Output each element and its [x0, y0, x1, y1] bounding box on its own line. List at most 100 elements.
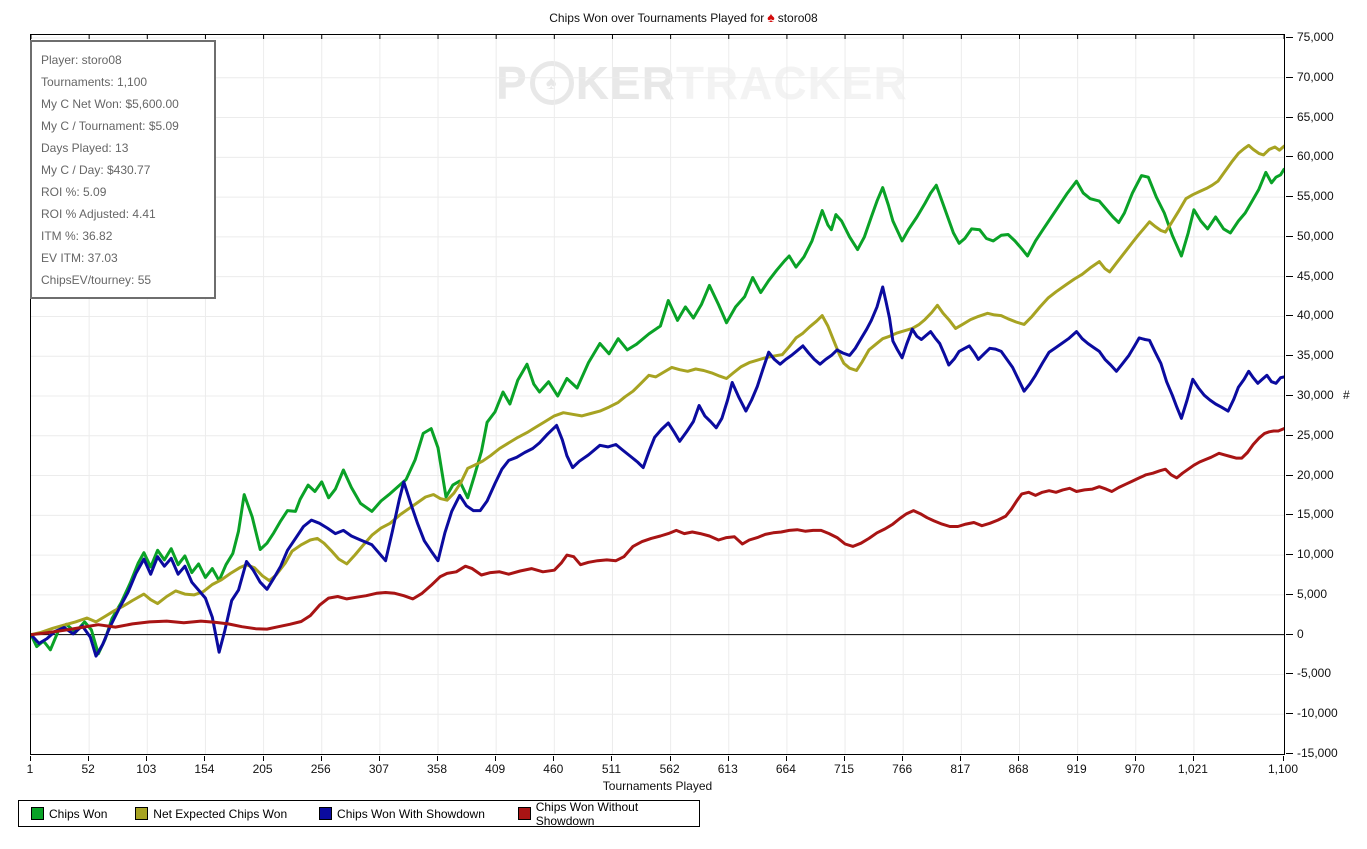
legend-label: Chips Won — [49, 806, 108, 821]
stats-panel: Player: storo08 Tournaments: 1,100 My C … — [30, 40, 216, 299]
x-tick-label: 664 — [775, 762, 796, 776]
y-axis-tick — [1286, 434, 1293, 436]
x-tick-label: 1,021 — [1177, 762, 1208, 776]
x-axis-tick — [669, 756, 671, 761]
y-axis-tick — [1286, 554, 1293, 556]
y-tick-label: 50,000 — [1297, 228, 1334, 243]
y-tick-label: 45,000 — [1297, 268, 1334, 283]
legend-label: Chips Won Without Showdown — [535, 799, 639, 828]
y-tick-label: 55,000 — [1297, 189, 1334, 204]
chart-title-player: storo08 — [777, 11, 818, 25]
x-axis-tick — [1018, 756, 1020, 761]
y-tick-label: 40,000 — [1297, 308, 1334, 323]
legend-item-with-showdown: Chips Won With Showdown — [319, 807, 518, 821]
x-axis-tick — [495, 756, 497, 761]
y-axis-tick — [1286, 593, 1293, 595]
x-axis-tick — [88, 756, 90, 761]
y-axis-tick — [1286, 235, 1293, 237]
series-line-chips-won-without-showdown — [31, 427, 1284, 637]
x-axis-tick — [553, 756, 555, 761]
y-tick-label: 65,000 — [1297, 109, 1334, 124]
x-tick-label: 460 — [543, 762, 564, 776]
y-axis-tick — [1286, 315, 1293, 317]
plot-area: P ♠ KER TRACKER — [30, 34, 1285, 755]
y-axis-tick — [1286, 156, 1293, 158]
poker-chip-icon: ♠ — [529, 61, 574, 105]
x-axis-tick — [1192, 756, 1194, 761]
y-tick-label: 25,000 — [1297, 427, 1334, 442]
y-axis-tick — [1286, 76, 1293, 78]
y-axis-tick — [1286, 753, 1293, 754]
x-axis-title: Tournaments Played — [602, 779, 713, 793]
y-tick-label: 15,000 — [1297, 507, 1334, 522]
stat-tournaments: Tournaments: 1,100 — [41, 75, 148, 89]
x-axis-tick — [611, 756, 613, 761]
x-tick-label: 52 — [81, 762, 95, 776]
y-axis-tick — [1286, 355, 1293, 357]
y-tick-label: 35,000 — [1297, 348, 1334, 363]
watermark-text-p: P — [496, 57, 528, 109]
series-line-chips-won — [31, 167, 1284, 656]
x-axis-tick — [320, 756, 322, 761]
legend-box: Chips Won Net Expected Chips Won Chips W… — [18, 799, 700, 828]
x-tick-label: 154 — [194, 762, 215, 776]
stat-roi-adjusted: ROI % Adjusted: 4.41 — [41, 207, 156, 221]
legend-item-net-expected: Net Expected Chips Won — [135, 807, 319, 821]
x-axis-tick — [1283, 756, 1284, 761]
y-tick-label: 5,000 — [1297, 586, 1328, 601]
y-axis-tick — [1286, 116, 1293, 118]
x-axis-tick — [437, 756, 439, 761]
y-tick-label: -10,000 — [1297, 706, 1338, 721]
watermark-text-ker: KER — [575, 57, 676, 109]
watermark-text-tracker: TRACKER — [675, 57, 908, 109]
y-axis-tick — [1286, 673, 1293, 675]
y-axis-tick — [1286, 395, 1293, 396]
x-tick-label: 613 — [717, 762, 738, 776]
legend-item-chips-won: Chips Won — [31, 807, 135, 821]
x-axis-tick — [1076, 756, 1078, 761]
legend-swatch-net-expected — [135, 807, 149, 820]
legend-item-without-showdown: Chips Won Without Showdown — [517, 799, 699, 828]
y-tick-label: -15,000 — [1297, 746, 1338, 760]
y-tick-label: 60,000 — [1297, 149, 1334, 164]
stat-per-tournament: My C / Tournament: $5.09 — [41, 119, 179, 133]
legend-label: Net Expected Chips Won — [153, 806, 288, 821]
x-tick-label: 715 — [834, 762, 855, 776]
x-axis-tick — [902, 756, 904, 761]
x-axis-tick — [378, 756, 380, 761]
legend-swatch-chips-won — [31, 807, 44, 820]
y-tick-label: 30,000 — [1297, 388, 1334, 402]
x-axis-tick — [30, 756, 31, 761]
y-tick-label: 20,000 — [1297, 467, 1334, 482]
y-axis-tick — [1286, 37, 1293, 38]
x-axis-tick — [1134, 756, 1136, 761]
y-tick-label: 75,000 — [1297, 30, 1334, 44]
legend-label: Chips Won With Showdown — [337, 806, 485, 821]
x-axis-tick — [204, 756, 206, 761]
x-tick-label: 205 — [252, 762, 273, 776]
x-tick-label: 103 — [136, 762, 157, 776]
y-axis-title: # — [1343, 388, 1350, 402]
x-tick-label: 256 — [310, 762, 331, 776]
y-tick-label: 0 — [1297, 626, 1304, 641]
x-tick-label: 766 — [892, 762, 913, 776]
x-axis-tick — [146, 756, 148, 761]
series-line-net-expected-chips-won — [31, 143, 1284, 637]
stat-roi: ROI %: 5.09 — [41, 185, 107, 199]
pokertracker-watermark: P ♠ KER TRACKER — [496, 57, 908, 109]
stat-ev-itm: EV ITM: 37.03 — [41, 251, 118, 265]
y-axis-tick — [1286, 474, 1293, 476]
x-tick-label: 1 — [26, 762, 34, 776]
stat-chips-ev: ChipsEV/tourney: 55 — [41, 273, 152, 287]
x-tick-label: 358 — [427, 762, 448, 776]
x-axis-tick — [844, 756, 846, 761]
stat-net-won: My C Net Won: $5,600.00 — [41, 97, 179, 111]
x-tick-label: 817 — [950, 762, 971, 776]
y-tick-label: -5,000 — [1297, 666, 1332, 681]
x-tick-label: 409 — [485, 762, 506, 776]
chart-canvas — [31, 35, 1284, 754]
y-tick-label: 70,000 — [1297, 69, 1334, 84]
x-tick-label: 511 — [601, 762, 622, 776]
chart-title: Chips Won over Tournaments Played for ♠ st… — [0, 9, 1367, 25]
